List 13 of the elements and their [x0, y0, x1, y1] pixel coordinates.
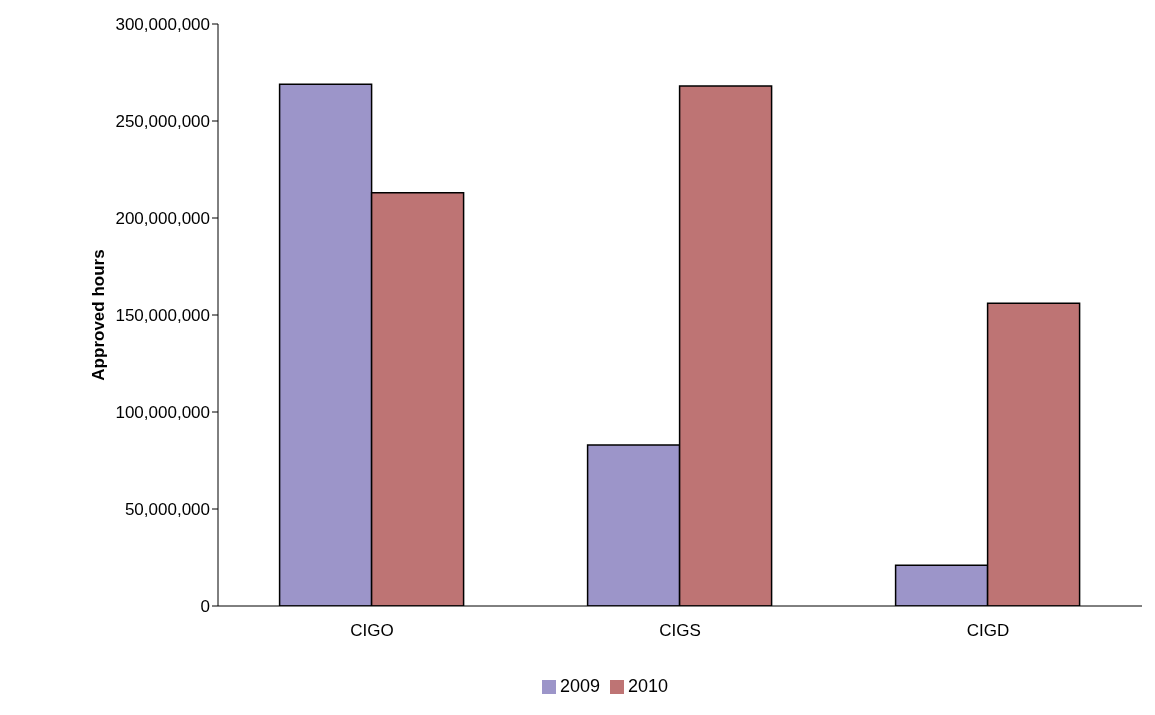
y-tick-label: 100,000,000 [115, 403, 210, 423]
x-tick-label: CIGS [659, 621, 701, 641]
legend-label: 2010 [628, 676, 669, 696]
legend-label: 2009 [559, 676, 600, 696]
y-axis-title: Approved hours [89, 249, 109, 381]
x-tick-label: CIGD [966, 621, 1010, 641]
x-tick-label: CIGO [350, 621, 394, 641]
y-tick-label: 300,000,000 [115, 15, 210, 35]
y-tick-label: 200,000,000 [115, 209, 210, 229]
y-tick-label: 250,000,000 [115, 112, 210, 132]
y-tick-label: 150,000,000 [115, 306, 210, 326]
y-tick-label: 0 [200, 597, 210, 617]
y-tick-label: 50,000,000 [124, 500, 210, 520]
